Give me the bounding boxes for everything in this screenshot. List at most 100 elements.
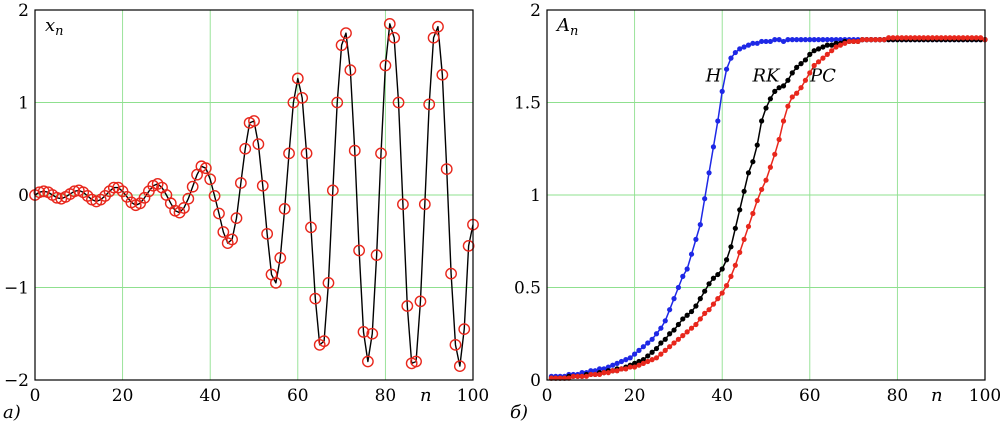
panel-b-point-h xyxy=(710,144,717,150)
panel-b-point-pc xyxy=(956,35,962,41)
panel-b-xtick-label: 40 xyxy=(711,386,733,406)
panel-a-marker-circle xyxy=(353,244,366,257)
panel-b-point-h xyxy=(706,170,712,176)
panel-b-point-pc xyxy=(627,364,633,370)
panel-a-ytick-label: 2 xyxy=(18,1,29,21)
panel-b-point-pc xyxy=(798,85,804,91)
panel-b-point-pc xyxy=(592,371,598,378)
panel-a-marker-circle xyxy=(305,221,317,234)
panel-b-point-pc xyxy=(942,35,949,41)
panel-a-marker-circle xyxy=(178,202,190,214)
panel-b-point-h xyxy=(811,37,817,43)
panel-b-point-h xyxy=(754,40,760,46)
panel-b-point-pc xyxy=(697,316,703,322)
panel-b-point-pc xyxy=(916,35,922,41)
panel-b-point-pc xyxy=(645,358,651,365)
panel-a-xtick-label: 20 xyxy=(112,386,134,406)
panel-b-point-pc xyxy=(706,307,712,313)
panel-b-point-h xyxy=(697,222,703,228)
panel-b-point-pc xyxy=(723,283,730,289)
panel-b-point-rk xyxy=(789,70,795,76)
panel-b-point-h xyxy=(605,364,611,370)
panel-a-marker-circle xyxy=(445,267,457,280)
panel-b-point-rk xyxy=(767,96,773,102)
panel-b-point-rk xyxy=(667,331,673,337)
panel-a-marker-circle xyxy=(383,17,396,30)
panel-a-marker-circle xyxy=(379,59,392,72)
panel-a-marker-circle xyxy=(344,64,357,77)
panel-b-point-pc xyxy=(649,357,655,363)
panel-b-point-rk xyxy=(684,312,690,318)
panel-b-point-pc xyxy=(745,223,752,230)
panel-b-point-rk xyxy=(807,51,813,58)
panel-b-point-h xyxy=(815,37,822,43)
panel-b-point-h xyxy=(745,42,752,48)
panel-b-point-pc xyxy=(890,35,896,41)
panel-b-point-h xyxy=(632,351,638,357)
panel-b-point-rk xyxy=(802,57,809,63)
panel-a-ytick-label: 1 xyxy=(18,94,29,114)
panel-a-marker-circle xyxy=(199,162,212,175)
panel-b-point-h xyxy=(794,37,800,43)
panel-a-marker-circle xyxy=(410,355,422,368)
panel-b-point-rk xyxy=(688,308,695,315)
panel-b-ytick-label: 0.5 xyxy=(514,279,541,299)
panel-b-point-rk xyxy=(702,288,708,294)
panel-a-marker-circle xyxy=(296,91,309,104)
panel-b-point-pc xyxy=(842,40,848,46)
panel-b-point-h xyxy=(741,44,747,50)
panel-b-point-h xyxy=(667,307,673,313)
panel-b-point-rk xyxy=(662,336,668,342)
panel-b-point-rk xyxy=(754,142,760,148)
panel-a-marker-circle xyxy=(436,68,449,81)
panel-b-chart: б) 0 20 40 60 80 100 0 0.5 1 1.5 2 An n H RK PC xyxy=(510,1,1000,423)
panel-b-point-h xyxy=(780,38,787,45)
panel-a-series xyxy=(29,17,479,373)
panel-b-point-pc xyxy=(588,371,594,378)
panel-a-marker-circle xyxy=(392,96,405,109)
panel-b-point-h xyxy=(789,37,795,43)
panel-a-marker-circle xyxy=(186,180,199,193)
panel-b-xtick-label: 60 xyxy=(799,386,821,406)
panel-b-point-h xyxy=(601,366,607,372)
panel-b-ytick-label: 2 xyxy=(530,1,541,21)
panel-b-point-pc xyxy=(859,37,865,43)
panel-b-point-pc xyxy=(969,35,975,41)
panel-a-marker-circle xyxy=(453,360,466,373)
panel-b-point-h xyxy=(627,355,633,361)
panel-b-line-h xyxy=(551,38,985,378)
panel-a-marker-circle xyxy=(182,192,195,205)
panel-b-point-pc xyxy=(934,35,940,41)
panel-a-marker-circle xyxy=(213,207,225,220)
panel-b-point-h xyxy=(820,37,826,43)
panel-b-point-rk xyxy=(706,281,712,287)
panel-a-tick-labels: 0 20 40 60 80 100 −2 −1 0 1 2 xyxy=(4,1,489,406)
panel-a-marker-circle xyxy=(274,251,287,264)
panel-b-point-h xyxy=(833,37,839,43)
panel-b-point-h xyxy=(715,118,721,124)
panel-b-point-pc xyxy=(881,37,887,43)
panel-a-xtick-label: 80 xyxy=(375,386,397,406)
panel-b-point-rk xyxy=(728,244,734,250)
panel-b-point-pc xyxy=(815,59,822,65)
panel-b-point-pc xyxy=(583,373,590,379)
panel-b-point-pc xyxy=(596,371,603,378)
panel-a-marker-circle xyxy=(388,31,401,44)
panel-a-marker-circle xyxy=(397,198,409,211)
panel-b-point-rk xyxy=(640,357,646,363)
panel-b-xtick-label: 20 xyxy=(624,386,646,406)
panel-b-label: б) xyxy=(510,402,528,423)
panel-b-point-pc xyxy=(851,38,857,45)
panel-a-marker-circle xyxy=(366,327,379,340)
panel-a-xtick-label: 40 xyxy=(199,386,221,406)
panel-b-point-rk xyxy=(741,188,747,194)
panel-b-point-pc xyxy=(662,347,668,353)
panel-b-point-pc xyxy=(728,273,734,279)
panel-b-point-h xyxy=(623,357,629,363)
panel-a-marker-circle xyxy=(68,185,81,198)
panel-b-point-pc xyxy=(675,336,682,342)
panel-b-point-pc xyxy=(886,35,892,41)
panel-a-marker-circle xyxy=(283,147,295,160)
panel-b-point-pc xyxy=(780,118,787,124)
panel-b-xtick-label: 0 xyxy=(542,386,553,406)
